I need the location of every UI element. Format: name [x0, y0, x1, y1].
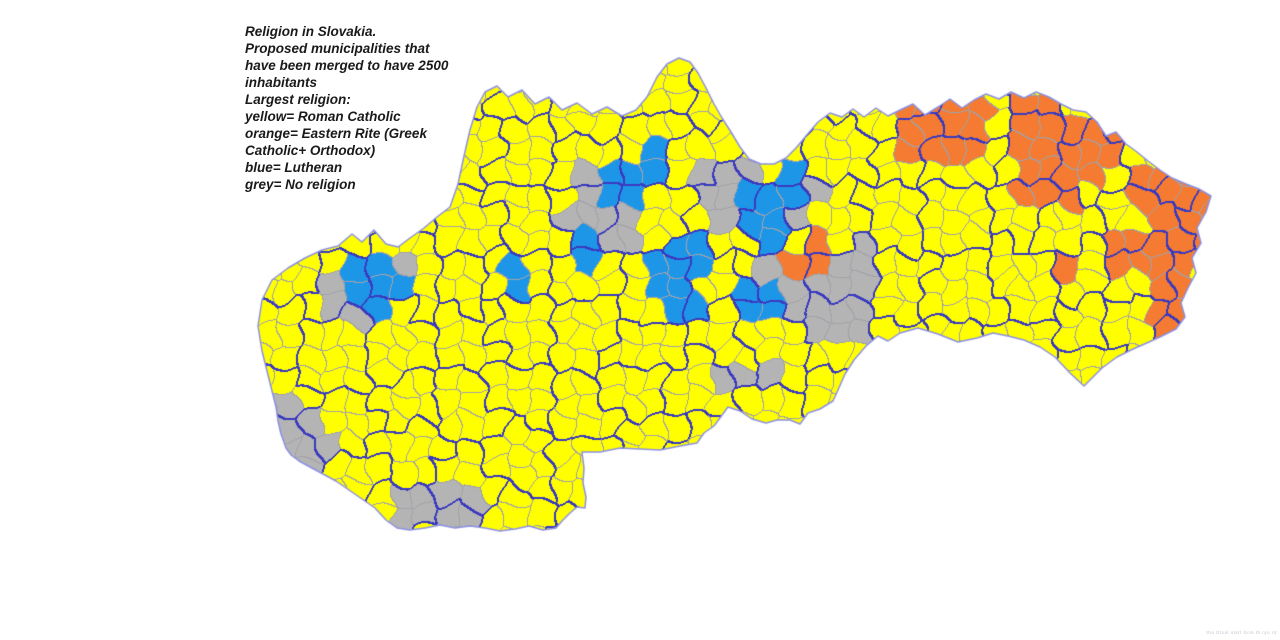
- legend-line-orange: orange= Eastern Rite (Greek: [245, 126, 427, 141]
- legend-block: Religion in Slovakia. Proposed municipal…: [245, 23, 485, 193]
- legend-line: have been merged to have 2500: [245, 58, 449, 73]
- legend-line: Largest religion:: [245, 92, 351, 107]
- legend-line: inhabitants: [245, 75, 318, 90]
- legend-line-blue: blue= Lutheran: [245, 160, 343, 175]
- watermark-text: tha Gtsal utsrl Scm th ryu rit: [1206, 630, 1277, 635]
- legend-line: Proposed municipalities that: [245, 41, 430, 56]
- legend-title-line: Religion in Slovakia.: [245, 24, 377, 39]
- legend-line-orange2: Catholic+ Orthodox): [245, 143, 376, 158]
- legend-line-yellow: yellow= Roman Catholic: [245, 109, 401, 124]
- legend-line-grey: grey= No religion: [245, 177, 356, 192]
